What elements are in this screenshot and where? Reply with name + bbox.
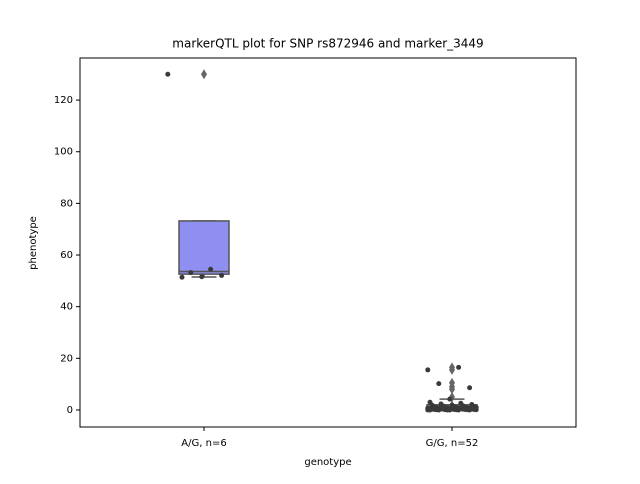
x-tick-label: A/G, n=6 — [181, 438, 226, 449]
outlier — [449, 384, 455, 395]
x-tick-label: G/G, n=52 — [426, 438, 479, 449]
strip-point — [447, 407, 453, 413]
strip-point — [447, 396, 453, 402]
x-axis-label: genotype — [304, 457, 351, 468]
strip-point — [219, 272, 225, 278]
box — [178, 220, 230, 275]
outlier — [201, 69, 207, 80]
plot-frame — [79, 57, 577, 428]
strip-point — [467, 385, 473, 391]
strip-point — [473, 407, 479, 413]
chart-title: markerQTL plot for SNP rs872946 and mark… — [172, 37, 483, 51]
strip-point — [165, 71, 171, 77]
strip-point — [427, 407, 433, 413]
strip-point — [436, 381, 442, 387]
strip-point — [456, 407, 462, 413]
strip-point — [188, 270, 194, 276]
strip-point — [199, 274, 205, 280]
y-tick-label: 100 — [54, 147, 73, 158]
strip-point — [425, 367, 431, 373]
y-tick-label: 60 — [60, 250, 73, 261]
outlier — [449, 364, 455, 375]
y-tick-label: 0 — [67, 405, 73, 416]
y-tick-label: 80 — [60, 198, 73, 209]
strip-point — [208, 266, 214, 272]
y-tick-label: 20 — [60, 353, 73, 364]
strip-point — [179, 274, 185, 280]
y-tick-label: 40 — [60, 302, 73, 313]
y-axis-label: phenotype — [28, 216, 39, 270]
strip-point — [467, 407, 473, 413]
strip-point — [436, 407, 442, 413]
y-tick-label: 120 — [54, 95, 73, 106]
strip-point — [456, 364, 462, 370]
